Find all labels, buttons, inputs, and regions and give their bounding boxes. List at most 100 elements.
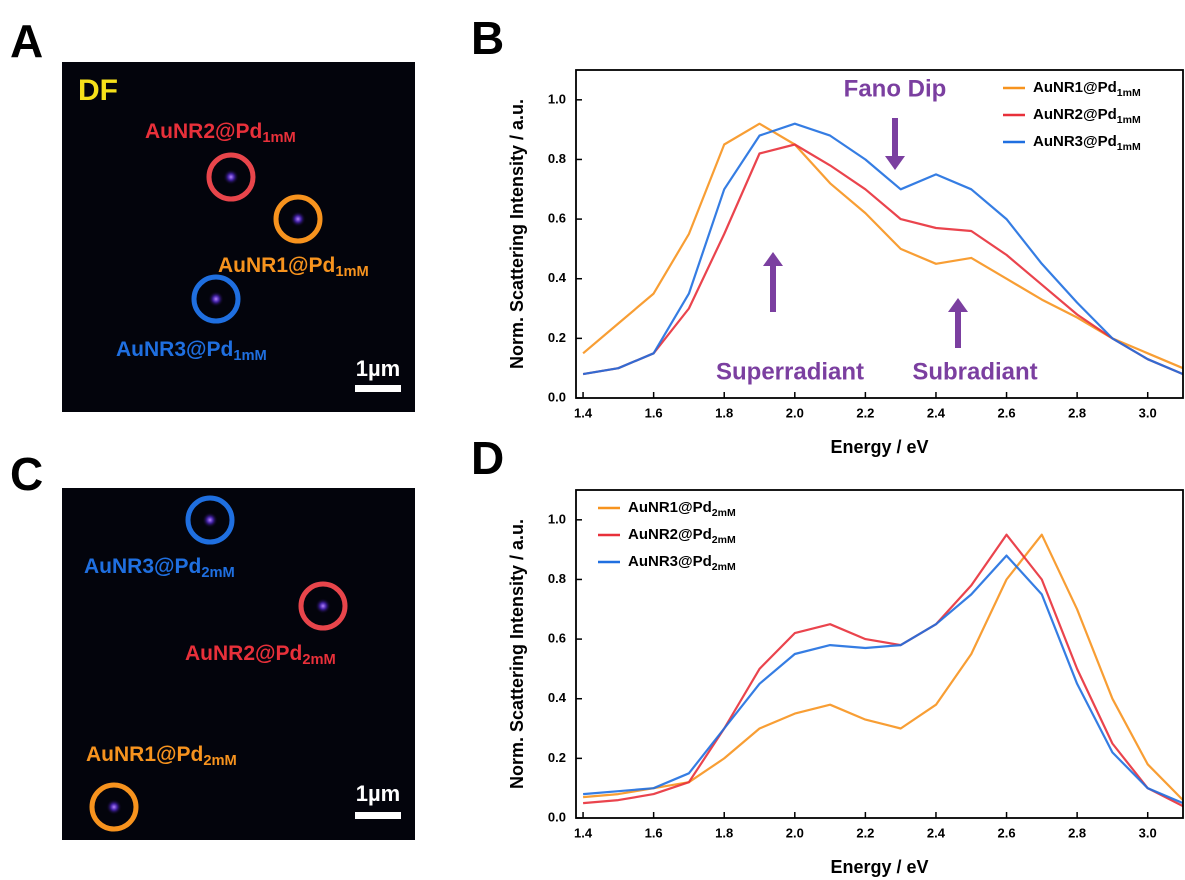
legend-name: AuNR3@Pd xyxy=(628,553,712,570)
legend-name: AuNR3@Pd xyxy=(1033,133,1117,150)
particle-label: AuNR2@Pd2mM xyxy=(185,642,336,668)
particle-name: AuNR3@Pd xyxy=(84,555,201,578)
legend-subscript: 2mM xyxy=(712,561,736,573)
x-tick-label: 2.8 xyxy=(1068,825,1086,840)
particle-label: AuNR2@Pd1mM xyxy=(145,120,296,146)
particle-name: AuNR1@Pd xyxy=(218,254,335,277)
series-line xyxy=(583,554,1184,805)
annotation-arrowhead xyxy=(885,156,905,170)
particle-label: AuNR1@Pd1mM xyxy=(218,254,369,280)
particle-subscript: 2mM xyxy=(302,652,335,668)
particle-name: AuNR1@Pd xyxy=(86,743,203,766)
scale-label: 1µm xyxy=(356,781,400,806)
panel-label: A xyxy=(10,15,43,67)
particle-circle xyxy=(298,581,348,631)
spot xyxy=(106,799,122,815)
particle-circle xyxy=(206,152,256,202)
mode-label: DF xyxy=(78,74,118,107)
legend-label: AuNR2@Pd1mM xyxy=(1033,106,1141,126)
x-tick-label: 1.8 xyxy=(715,405,733,420)
spot xyxy=(202,512,218,528)
x-tick-label: 2.2 xyxy=(856,405,874,420)
x-axis-label: Energy / eV xyxy=(830,437,928,457)
y-tick-label: 0.6 xyxy=(548,631,566,646)
x-tick-label: 1.6 xyxy=(645,825,663,840)
x-tick-label: 1.6 xyxy=(645,405,663,420)
plot-frame xyxy=(575,489,1184,819)
annotation-arrowhead xyxy=(948,298,968,312)
legend-subscript: 2mM xyxy=(712,534,736,546)
spot xyxy=(208,291,224,307)
legend-subscript: 1mM xyxy=(1117,87,1141,99)
legend-label: AuNR1@Pd2mM xyxy=(628,499,736,519)
x-tick-label: 1.8 xyxy=(715,825,733,840)
scale-bar xyxy=(355,385,401,392)
particle-subscript: 2mM xyxy=(203,753,236,769)
x-tick-label: 2.8 xyxy=(1068,405,1086,420)
y-tick-label: 0.0 xyxy=(548,389,566,404)
legend-name: AuNR2@Pd xyxy=(1033,106,1117,123)
particle-label: AuNR3@Pd2mM xyxy=(84,555,235,581)
panel-label: C xyxy=(10,448,43,500)
series-line xyxy=(582,122,1184,370)
annotation-arrowhead xyxy=(763,252,783,266)
particle-name: AuNR2@Pd xyxy=(185,642,302,665)
legend-name: AuNR1@Pd xyxy=(628,499,712,516)
legend-subscript: 1mM xyxy=(1117,141,1141,153)
y-tick-label: 0.0 xyxy=(548,809,566,824)
y-tick-label: 0.4 xyxy=(548,690,567,705)
particle-subscript: 1mM xyxy=(335,264,368,280)
y-tick-label: 0.8 xyxy=(548,151,566,166)
particle-label: AuNR3@Pd1mM xyxy=(116,338,267,364)
plot-frame xyxy=(575,69,1184,399)
x-axis-label: Energy / eV xyxy=(830,857,928,877)
spot xyxy=(290,211,306,227)
series-line xyxy=(582,143,1184,376)
x-tick-label: 2.0 xyxy=(786,405,804,420)
legend-name: AuNR2@Pd xyxy=(628,526,712,543)
particle-circle xyxy=(185,495,235,545)
series-line xyxy=(583,533,1184,808)
y-tick-label: 0.2 xyxy=(548,330,566,345)
particle-subscript: 1mM xyxy=(262,130,295,146)
x-tick-label: 3.0 xyxy=(1139,405,1157,420)
legend-label: AuNR1@Pd1mM xyxy=(1033,79,1141,99)
y-tick-label: 0.6 xyxy=(548,211,566,226)
x-tick-label: 2.4 xyxy=(927,405,946,420)
x-tick-label: 2.6 xyxy=(998,825,1016,840)
panel-label: B xyxy=(471,12,504,64)
particle-circle xyxy=(191,274,241,324)
particle-subscript: 1mM xyxy=(233,348,266,364)
particle-circle xyxy=(89,782,139,832)
legend-label: AuNR3@Pd2mM xyxy=(628,553,736,573)
x-tick-label: 2.6 xyxy=(998,405,1016,420)
legend-name: AuNR1@Pd xyxy=(1033,79,1117,96)
y-tick-label: 0.8 xyxy=(548,571,566,586)
series-line xyxy=(583,533,1184,801)
df-image xyxy=(62,62,415,412)
x-tick-label: 3.0 xyxy=(1139,825,1157,840)
x-tick-label: 1.4 xyxy=(574,405,593,420)
spot xyxy=(315,598,331,614)
annotation: Superradiant xyxy=(716,358,864,385)
y-tick-label: 0.2 xyxy=(548,750,566,765)
legend-label: AuNR3@Pd1mM xyxy=(1033,133,1141,153)
y-tick-label: 1.0 xyxy=(548,91,566,106)
x-tick-label: 2.0 xyxy=(786,825,804,840)
y-axis-label: Norm. Scattering Intensity / a.u. xyxy=(507,99,527,369)
y-axis-label: Norm. Scattering Intensity / a.u. xyxy=(507,519,527,789)
df-image xyxy=(62,488,415,840)
panel-label: D xyxy=(471,432,504,484)
particle-subscript: 2mM xyxy=(201,565,234,581)
x-tick-label: 1.4 xyxy=(574,825,593,840)
y-tick-label: 1.0 xyxy=(548,511,566,526)
legend-subscript: 1mM xyxy=(1117,114,1141,126)
scale-label: 1µm xyxy=(356,356,400,381)
particle-name: AuNR2@Pd xyxy=(145,120,262,143)
spot xyxy=(223,169,239,185)
particle-name: AuNR3@Pd xyxy=(116,338,233,361)
annotation: Subradiant xyxy=(912,358,1037,385)
x-tick-label: 2.2 xyxy=(856,825,874,840)
x-tick-label: 2.4 xyxy=(927,825,946,840)
